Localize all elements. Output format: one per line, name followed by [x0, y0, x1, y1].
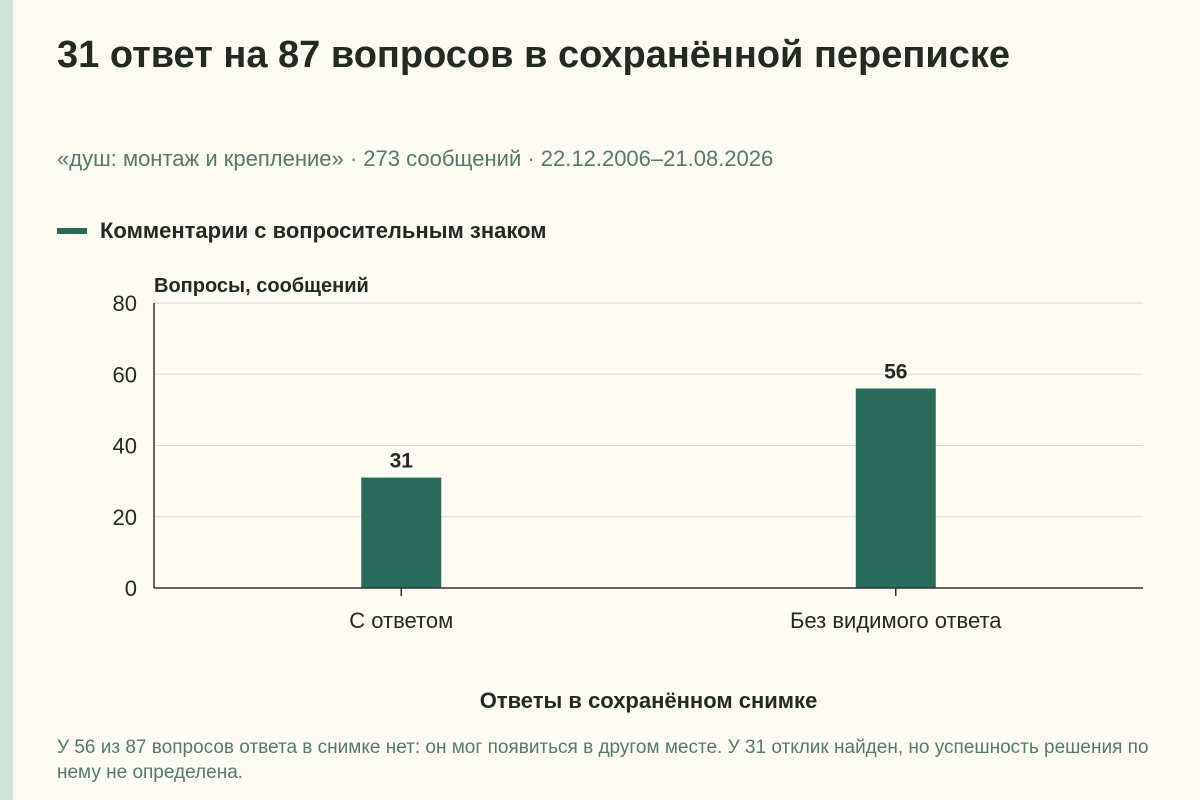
accent-stripe: [0, 0, 13, 800]
y-axis-title: Вопросы, сообщений: [154, 275, 369, 297]
x-axis-title: Ответы в сохранённом снимке: [480, 688, 818, 713]
chart-subtitle: «душ: монтаж и крепление» · 273 сообщени…: [57, 146, 774, 171]
legend-label: Комментарии с вопросительным знаком: [100, 218, 547, 243]
x-tick-label: С ответом: [349, 608, 453, 633]
bars: [361, 388, 936, 588]
legend: Комментарии с вопросительным знаком: [57, 218, 547, 244]
gridlines: [154, 302, 1143, 518]
y-tick-label: 20: [113, 505, 137, 530]
x-tick-label: Без видимого ответа: [790, 608, 1002, 633]
data-label: 56: [884, 361, 907, 384]
y-tick-label: 60: [113, 362, 137, 387]
bar: [361, 477, 442, 588]
y-tick-label: 80: [113, 291, 137, 316]
bar: [855, 388, 936, 588]
footnote: У 56 из 87 вопросов ответа в снимке нет:…: [57, 737, 1149, 783]
bar-chart: 0 20 40 60 80 31 С ответом 56 Без видимого ответ…: [113, 275, 1143, 713]
labels: 0 20 40 60 80 31 С ответом 56 Без видимого ответ…: [113, 275, 1003, 713]
legend-swatch: [57, 228, 87, 234]
y-tick-label: 0: [125, 576, 137, 601]
chart-title: 31 ответ на 87 вопросов в сохранённой пе…: [57, 34, 1010, 76]
axes: [153, 303, 1143, 596]
data-label: 31: [390, 450, 414, 473]
y-tick-label: 40: [113, 434, 137, 459]
